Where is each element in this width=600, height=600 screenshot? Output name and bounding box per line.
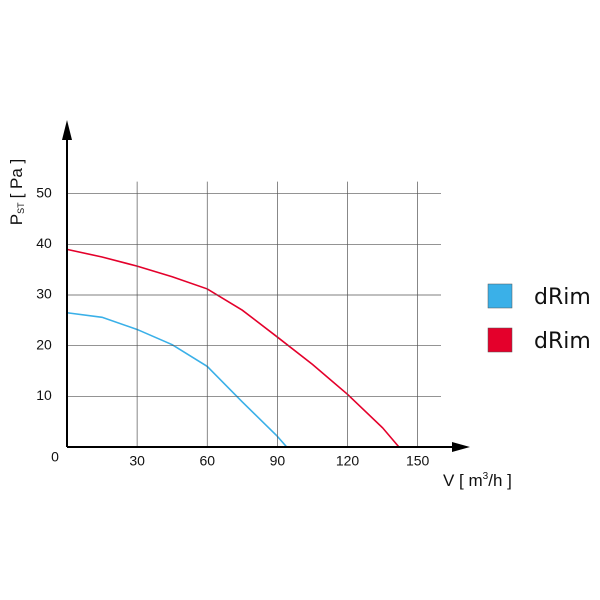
x-tick-label: 150 (406, 453, 430, 469)
legend-swatch (487, 327, 513, 353)
y-tick-label: 50 (36, 184, 52, 200)
x-tick-label: 120 (336, 453, 360, 469)
y-tick-label: 30 (36, 286, 52, 302)
x-tick-label: 90 (270, 453, 286, 469)
legend-label: dRim (534, 329, 591, 354)
y-tick-label: 10 (36, 387, 52, 403)
y-label-main: P (7, 214, 26, 225)
x-tick-label: 60 (199, 453, 215, 469)
series-line-end (276, 435, 288, 448)
y-tick-label: 20 (36, 336, 52, 352)
x-tick-label: 30 (129, 453, 145, 469)
y-label-unit: [ Pa ] (7, 159, 26, 199)
y-label-sub: ST (16, 202, 26, 214)
y-tick-label: 40 (36, 235, 52, 251)
y-axis-label: PST [ Pa ] (7, 159, 26, 226)
x-axis-arrow (452, 442, 470, 452)
origin-label: 0 (51, 449, 59, 465)
series-line (66, 311, 278, 437)
x-label-main: V [ m (443, 471, 483, 490)
y-axis-arrow (62, 120, 72, 140)
series-line (66, 248, 400, 448)
x-axis-label: V [ m3/h ] (443, 471, 512, 491)
x-label-sup: 3 (483, 471, 489, 482)
legend-swatch (487, 283, 513, 309)
legend-label: dRim (534, 285, 591, 310)
x-label-unit: /h ] (488, 471, 512, 490)
